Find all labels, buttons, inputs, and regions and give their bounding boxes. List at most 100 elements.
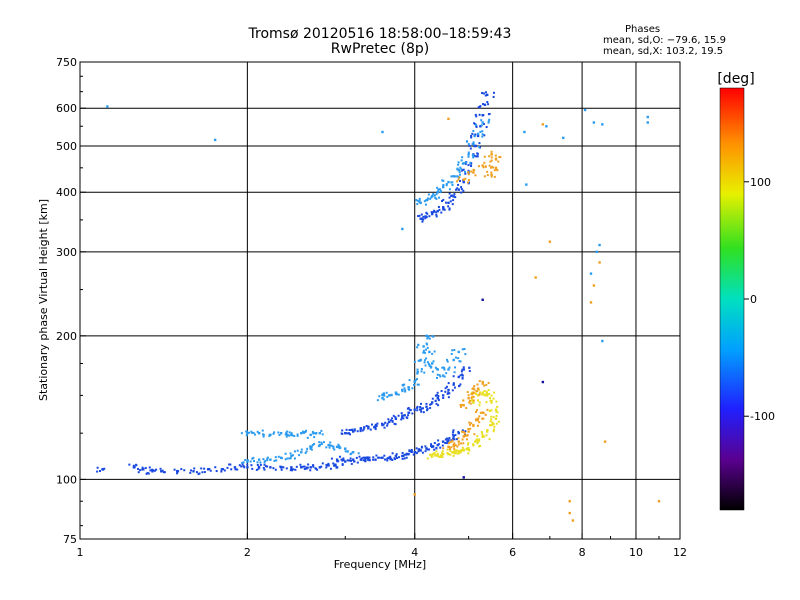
data-point-cluster <box>256 463 259 466</box>
data-point-cluster <box>401 451 404 454</box>
data-point-cluster <box>242 465 245 468</box>
data-point-cluster <box>448 445 451 448</box>
data-point-cluster <box>477 106 480 109</box>
data-point-cluster <box>400 418 403 421</box>
data-point-cluster <box>473 155 476 158</box>
data-point <box>436 209 439 213</box>
data-point <box>257 431 261 435</box>
data-point-cluster <box>253 433 256 436</box>
data-point-cluster <box>412 453 415 456</box>
data-point-cluster <box>417 448 420 451</box>
data-point-cluster <box>483 175 486 178</box>
data-point-cluster <box>465 140 468 143</box>
data-point <box>394 454 398 458</box>
data-point-cluster <box>215 470 218 473</box>
data-point <box>428 350 431 354</box>
data-point-cluster <box>266 456 269 459</box>
data-point-cluster <box>147 472 150 475</box>
data-point <box>425 405 428 408</box>
data-point-cluster <box>285 431 288 434</box>
data-point-cluster <box>495 400 498 403</box>
data-point-cluster <box>421 407 424 410</box>
data-point-cluster <box>244 458 247 461</box>
data-point-cluster <box>424 450 427 453</box>
data-point <box>441 185 445 189</box>
data-point-cluster <box>431 352 434 355</box>
chart-subtitle: RwPretec (8p) <box>330 41 430 57</box>
data-point <box>359 427 363 430</box>
data-point-cluster <box>441 444 444 447</box>
data-point-cluster <box>490 156 493 159</box>
data-point-cluster <box>443 375 446 378</box>
data-point <box>246 460 249 463</box>
data-point-cluster <box>417 344 420 347</box>
data-point-cluster <box>486 392 489 395</box>
data-point <box>220 468 224 471</box>
data-point-cluster <box>392 414 395 417</box>
data-point-cluster <box>96 466 99 469</box>
data-point-cluster <box>468 366 471 369</box>
data-point-cluster <box>310 448 313 451</box>
data-point-cluster <box>435 193 438 196</box>
data-point-cluster <box>437 399 440 402</box>
data-point-cluster <box>220 470 223 473</box>
data-point-cluster <box>365 424 368 427</box>
data-point-cluster <box>201 471 204 474</box>
data-point-cluster <box>422 411 425 414</box>
data-point-cluster <box>453 371 456 374</box>
data-point-cluster <box>470 165 473 168</box>
data-point-cluster <box>435 447 438 450</box>
data-point-cluster <box>436 186 439 189</box>
data-point-cluster <box>296 434 299 437</box>
data-point-cluster <box>325 446 328 449</box>
data-point-cluster <box>386 457 389 460</box>
x-tick-label: 8 <box>579 546 586 559</box>
data-point-cluster <box>493 391 496 394</box>
data-point <box>601 123 604 126</box>
data-point-cluster <box>462 189 465 192</box>
data-point-cluster <box>348 432 351 435</box>
data-point <box>246 466 249 469</box>
data-point-cluster <box>395 453 398 456</box>
data-point-cluster <box>141 468 144 471</box>
data-point <box>436 443 439 447</box>
colorbar-tick-label: -100 <box>750 410 775 423</box>
data-point-cluster <box>353 429 356 432</box>
data-point-cluster <box>413 380 416 383</box>
data-point-cluster <box>280 468 283 471</box>
data-point-cluster <box>490 150 493 153</box>
data-point-cluster <box>203 471 206 474</box>
data-point-cluster <box>482 412 485 415</box>
data-point-cluster <box>492 95 495 98</box>
data-point <box>447 117 450 121</box>
data-point-cluster <box>473 392 476 395</box>
data-point-cluster <box>383 454 386 457</box>
data-point-cluster <box>463 434 466 437</box>
data-point-cluster <box>447 391 450 394</box>
data-point-cluster <box>436 452 439 455</box>
data-point-cluster <box>470 391 473 394</box>
data-point-cluster <box>457 430 460 433</box>
data-point <box>598 261 601 264</box>
data-point-cluster <box>452 375 455 378</box>
data-point-cluster <box>452 199 455 202</box>
data-point-cluster <box>291 434 294 437</box>
data-point <box>483 103 487 107</box>
data-point-cluster <box>461 429 464 432</box>
data-point-cluster <box>351 451 354 454</box>
data-point <box>290 433 293 437</box>
data-point-cluster <box>320 441 323 444</box>
data-point-cluster <box>427 336 430 339</box>
data-point-cluster <box>427 335 430 338</box>
data-point-cluster <box>437 394 440 397</box>
data-point-cluster <box>445 372 448 375</box>
data-point <box>327 464 330 467</box>
data-point-cluster <box>463 432 466 435</box>
data-point-cluster <box>317 445 320 448</box>
data-point-cluster <box>446 360 449 363</box>
data-point-cluster <box>478 393 481 396</box>
data-point-cluster <box>151 468 154 471</box>
data-point-cluster <box>446 451 449 454</box>
data-point-cluster <box>282 466 285 469</box>
data-point <box>494 408 498 411</box>
